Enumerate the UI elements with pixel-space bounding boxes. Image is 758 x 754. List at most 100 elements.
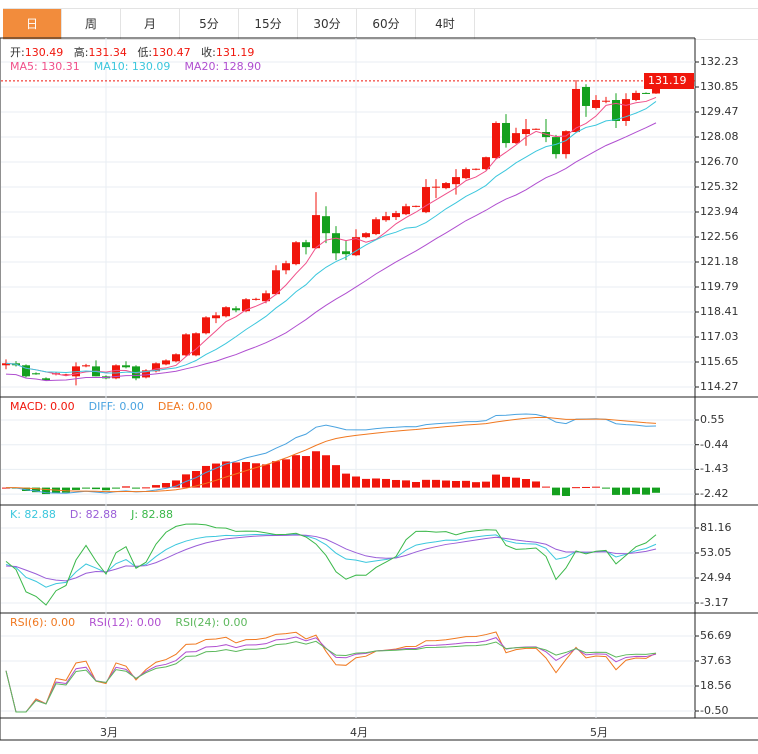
candle-body [422, 187, 430, 213]
macd-bar [352, 476, 360, 488]
candle-body [242, 299, 250, 312]
low-label: 低: [137, 46, 153, 59]
macd-bar [92, 487, 100, 490]
ma5-line [5, 97, 657, 377]
macd-bar [232, 462, 240, 488]
open-value: 130.49 [24, 46, 64, 59]
candle-body [632, 92, 640, 101]
macd-bar [212, 463, 220, 488]
macd-bar [292, 455, 300, 488]
candle-body [172, 354, 180, 362]
candle-body [262, 293, 270, 302]
tab-5min[interactable]: 5分 [180, 9, 239, 39]
macd-bar [582, 486, 590, 488]
ohlc-readout: 开:130.49 高:131.34 低:130.47 收:131.19 [10, 44, 254, 60]
macd-bar [632, 487, 640, 495]
price-axis-label: 118.41 [700, 305, 739, 318]
macd-bar [412, 481, 420, 488]
rsi-axis-label: 56.69 [700, 629, 732, 642]
macd-bar [542, 486, 550, 488]
candle-body [522, 129, 530, 135]
candle-body [192, 333, 200, 356]
candle-body [112, 365, 120, 379]
x-axis-label: 5月 [590, 726, 608, 739]
macd-bar [192, 470, 200, 488]
macd-bar [402, 480, 410, 488]
candle-body [512, 133, 520, 144]
tab-day[interactable]: 日 [3, 9, 62, 39]
tab-15min[interactable]: 15分 [239, 9, 298, 39]
ma10-line [5, 101, 657, 374]
macd-bar [362, 478, 370, 488]
low-value: 130.47 [152, 46, 191, 59]
macd-bar [242, 461, 250, 488]
rsi-axis-label: 37.63 [700, 654, 732, 667]
ma10-value: MA10: 130.09 [93, 60, 171, 73]
candle-body [182, 334, 190, 356]
j-value: J: 82.88 [131, 508, 174, 521]
price-axis-label: 132.23 [700, 55, 739, 68]
candle-body [412, 205, 420, 207]
candle-body [452, 177, 460, 185]
tab-month[interactable]: 月 [121, 9, 180, 39]
macd-bar [102, 487, 110, 491]
candle-body [592, 100, 600, 108]
tab-4hour[interactable]: 4时 [416, 9, 475, 39]
rsi6-value: RSI(6): 0.00 [10, 616, 76, 629]
candle-body [272, 270, 280, 295]
candle-body [232, 308, 240, 311]
kdj-axis-label: -3.17 [700, 596, 729, 609]
kdj-axis-label: 24.94 [700, 571, 732, 584]
macd-bar [552, 487, 560, 496]
candle-body [292, 242, 300, 265]
candle-body [302, 242, 310, 248]
candle-body [152, 363, 160, 372]
macd-bar [122, 486, 130, 488]
macd-bar [42, 487, 50, 495]
macd-bar [652, 487, 660, 493]
candle-body [32, 373, 40, 375]
price-axis-label: 125.32 [700, 180, 739, 193]
candle-body [432, 186, 440, 188]
rsi24-line [5, 640, 657, 713]
tab-60min[interactable]: 60分 [357, 9, 416, 39]
ma20-value: MA20: 128.90 [184, 60, 262, 73]
period-tabs: 日 周 月 5分 15分 30分 60分 4时 [3, 8, 758, 40]
candle-body [502, 122, 510, 144]
macd-bar [302, 456, 310, 488]
candle-body [222, 307, 230, 317]
candle-body [622, 99, 630, 121]
macd-bar [522, 479, 530, 488]
x-axis-label: 4月 [350, 726, 368, 739]
candle-body [62, 374, 70, 376]
macd-bar [452, 480, 460, 488]
tab-week[interactable]: 周 [62, 9, 121, 39]
candle-body [562, 131, 570, 155]
price-axis-label: 117.03 [700, 330, 739, 343]
macd-bar [322, 455, 330, 488]
macd-bar [72, 487, 80, 490]
close-value: 131.19 [215, 46, 255, 59]
candle-body [602, 100, 610, 102]
macd-bar [642, 487, 650, 495]
tab-30min[interactable]: 30分 [298, 9, 357, 39]
diff-value: DIFF: 0.00 [88, 400, 144, 413]
macd-bar [202, 465, 210, 488]
ma20-line [5, 122, 657, 382]
macd-bar [142, 487, 150, 489]
rsi-axis-label: 18.56 [700, 679, 732, 692]
macd-bar [612, 487, 620, 495]
candle-body [22, 365, 30, 377]
macd-bar [262, 464, 270, 488]
candle-body [42, 378, 50, 381]
candle-body [332, 233, 340, 254]
macd-bar [82, 487, 90, 489]
candle-body [312, 215, 320, 249]
macd-bar [482, 481, 490, 488]
price-axis-label: 126.70 [700, 155, 739, 168]
open-label: 开: [10, 46, 25, 59]
macd-bar [422, 479, 430, 488]
rsi-axis-label: -0.50 [700, 704, 729, 717]
j-line [5, 523, 657, 606]
